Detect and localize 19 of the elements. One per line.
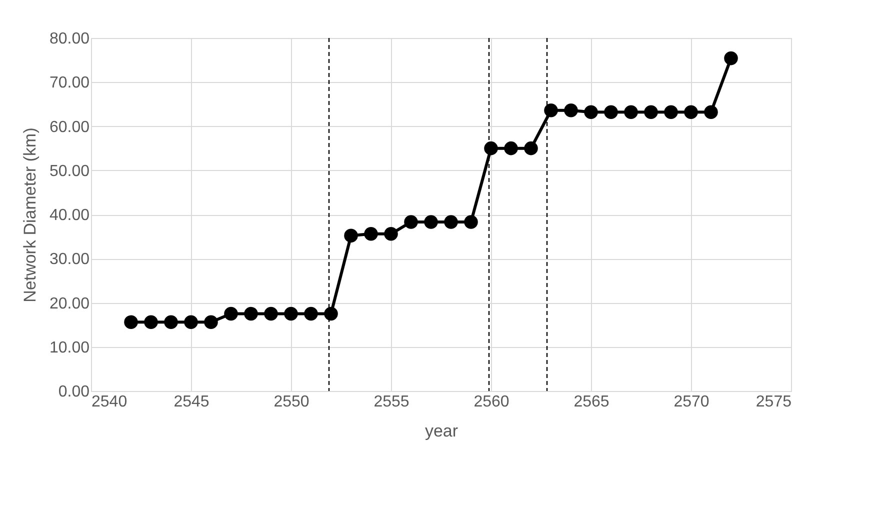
y-tick-label: 30.00 xyxy=(49,251,90,268)
y-tick-label: 50.00 xyxy=(49,162,90,180)
x-tick-label: 2565 xyxy=(574,394,610,410)
x-tick-label: 2575 xyxy=(756,394,792,410)
y-tick-label: 70.00 xyxy=(49,74,90,92)
x-tick-label: 2550 xyxy=(274,394,310,410)
x-tick-label: 2540 xyxy=(92,394,128,410)
x-axis-title: year xyxy=(424,422,458,440)
y-tick-label: 60.00 xyxy=(49,118,90,136)
y-tick-label: 10.00 xyxy=(49,339,90,356)
x-tick-label: 2560 xyxy=(474,394,510,410)
x-tick-label: 2570 xyxy=(674,394,710,410)
y-axis-title: Network Diameter (km) xyxy=(20,128,40,302)
x-tick-label: 2545 xyxy=(174,394,210,410)
y-tick-label: 40.00 xyxy=(49,207,90,224)
x-tick-label: 2555 xyxy=(374,394,410,410)
y-tick-label: 20.00 xyxy=(49,295,90,312)
y-tick-label: 80.00 xyxy=(49,30,90,48)
y-tick-label: 0.00 xyxy=(58,384,90,400)
